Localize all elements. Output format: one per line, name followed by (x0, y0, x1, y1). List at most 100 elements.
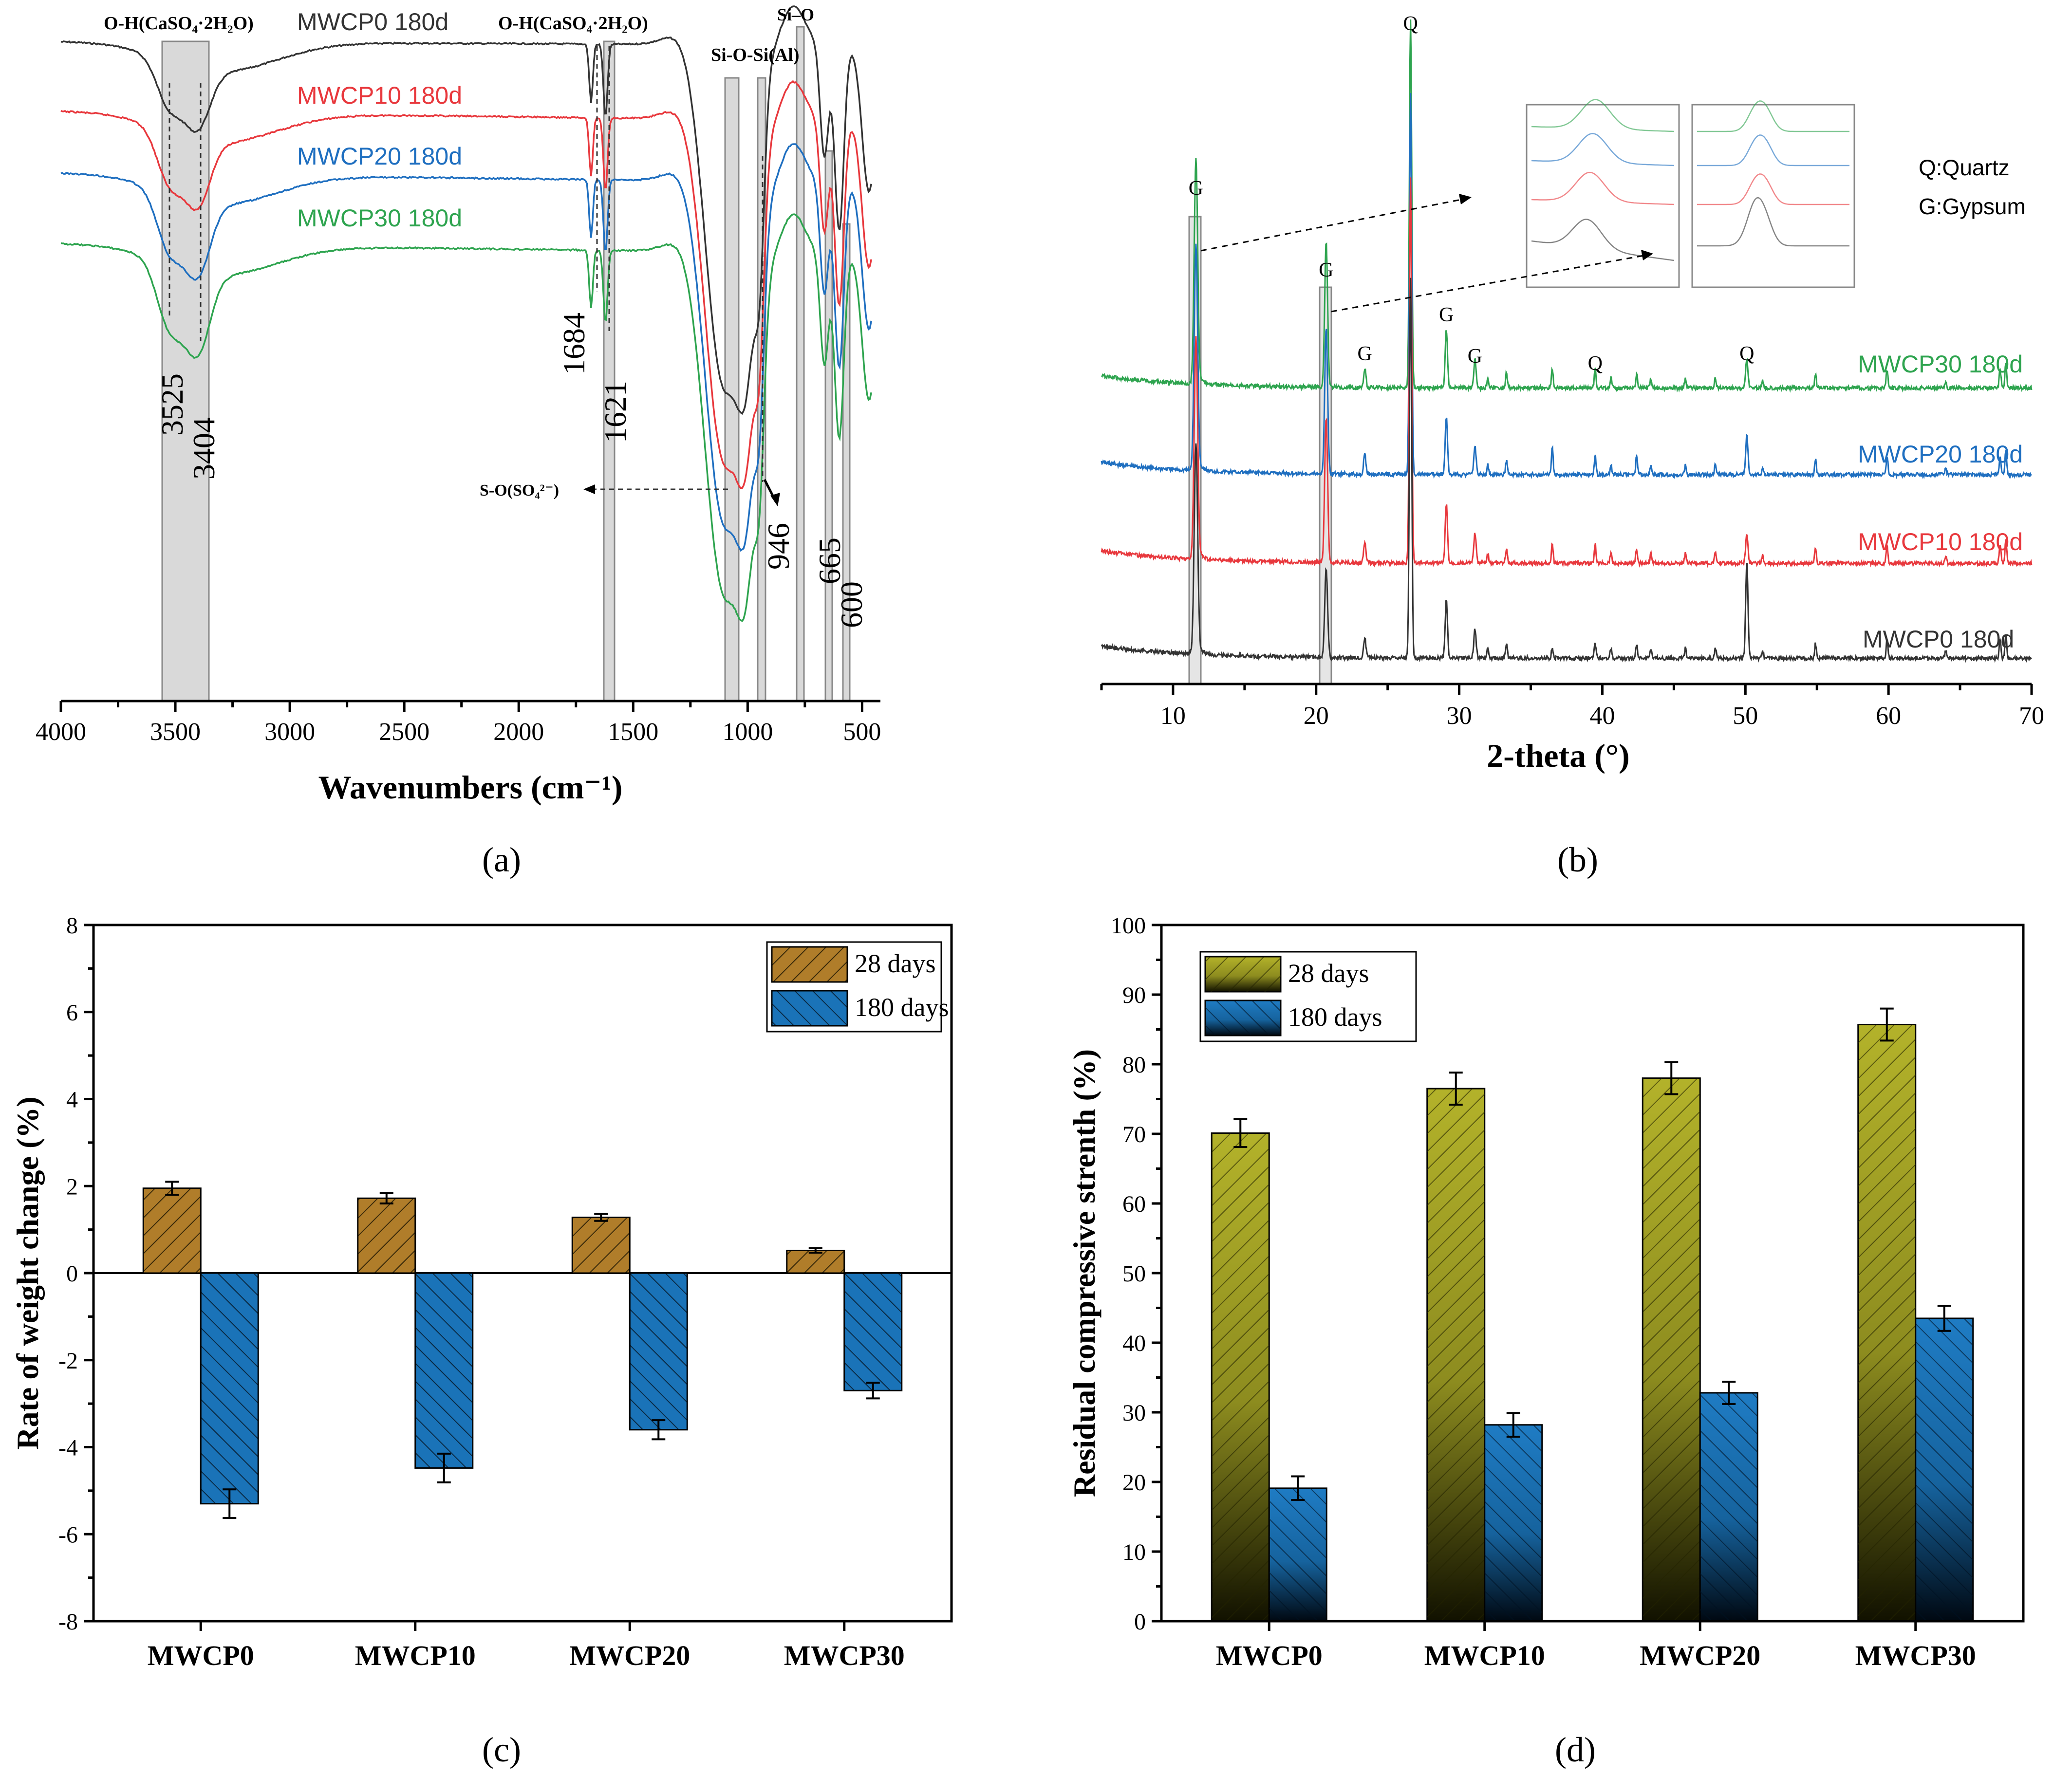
strength-y-tick-label: 70 (1122, 1122, 1146, 1147)
strength-y-tick-label: 60 (1122, 1191, 1146, 1217)
strength-bar-hatch (1269, 1488, 1327, 1621)
band-label-oh2: O-H(CaSO₄·2H₂O) (498, 13, 648, 34)
xrd-series-3 (1101, 278, 2032, 663)
xrd-tick-label: 30 (1447, 702, 1472, 730)
ftir-tick-label: 3500 (150, 718, 201, 746)
peak-600: 600 (834, 581, 869, 628)
xrd-legend-gypsum: G:Gypsum (1919, 194, 2026, 219)
ftir-series-3 (60, 213, 872, 622)
arrow-946-head (770, 493, 780, 506)
weight-legend-swatch-28 (771, 946, 848, 983)
inset-trace (1697, 173, 1849, 205)
weight-category-label: MWCP20 (569, 1640, 690, 1671)
xrd-tick-label: 50 (1733, 702, 1758, 730)
xrd-arrow-2-head (1641, 250, 1653, 260)
strength-legend-28: 28 days (1288, 959, 1369, 988)
xrd-inset-1 (1526, 104, 1680, 288)
weight-legend-180: 180 days (855, 993, 949, 1022)
ftir-label-mwcp30: MWCP30 180d (297, 204, 462, 232)
strength-y-tick-label: 30 (1122, 1400, 1146, 1426)
strength-category-label: MWCP10 (1424, 1640, 1545, 1671)
weight-y-tick-label: 2 (66, 1174, 78, 1200)
xrd-peak-label: Q (1588, 352, 1603, 375)
weight-legend-swatch-180 (771, 990, 848, 1027)
inset-trace (1531, 171, 1675, 205)
peak-3525: 3525 (155, 373, 189, 436)
xrd-peak-label: G (1439, 304, 1454, 326)
inset-trace (1531, 133, 1675, 166)
peak-665: 665 (812, 537, 847, 584)
strength-y-tick-label: 90 (1122, 982, 1146, 1008)
xrd-legend-quartz: Q:Quartz (1919, 155, 2010, 180)
xrd-x-label: 2-theta (°) (1487, 737, 1629, 774)
ftir-panel: 4000 3500 3000 2500 2000 1500 1000 500 O-H(CaSO… (36, 5, 881, 879)
ftir-series-2 (60, 143, 872, 552)
strength-y-label: Residual compressive strenth (%) (1067, 1049, 1101, 1497)
strength-legend-swatch-28-hatch (1205, 957, 1281, 992)
weight-y-tick-label: -6 (58, 1522, 78, 1548)
weight-bar-180d (200, 1272, 259, 1505)
xrd-peak-label: G (1189, 177, 1203, 200)
xrd-series-2 (1101, 177, 2033, 568)
xrd-tick-label: 40 (1589, 702, 1615, 730)
peak-1621: 1621 (598, 381, 633, 443)
inset-trace (1697, 100, 1849, 132)
weight-bar-180d (843, 1272, 903, 1391)
weight-legend-28: 28 days (855, 949, 935, 978)
weight-category-label: MWCP0 (148, 1640, 254, 1671)
strength-y-tick-label: 50 (1122, 1261, 1146, 1287)
peak-3404: 3404 (187, 417, 221, 480)
band-665 (824, 150, 833, 702)
band-label-oh1: O-H(CaSO₄·2H₂O) (104, 13, 254, 34)
ftir-tick-label: 500 (843, 718, 881, 746)
xrd-series-0 (1101, 19, 2033, 393)
strength-bar-hatch (1427, 1089, 1485, 1621)
strength-category-label: MWCP20 (1640, 1640, 1760, 1671)
weight-y-label: Rate of weight change (%) (10, 1096, 45, 1449)
weight-category-label: MWCP10 (355, 1640, 476, 1671)
xrd-label-mwcp10: MWCP10 180d (1858, 528, 2023, 555)
panel-label-b: (b) (1557, 840, 1598, 879)
xrd-arrow-1-head (1459, 194, 1472, 204)
strength-category-label: MWCP0 (1216, 1640, 1323, 1671)
weight-y-tick-label: 8 (66, 913, 78, 939)
band-label-si-o: Si–O (777, 5, 814, 24)
ftir-series-0 (60, 5, 872, 415)
weight-change-panel: 8 6 4 2 0 -2 -4 -6 -8 MWCP0 MWCP10 MWCP20 MWCP30 28 … (10, 913, 953, 1769)
xrd-peak-label: Q (1739, 343, 1754, 365)
ftir-series-1 (60, 80, 872, 489)
weight-y-tick-label: 4 (66, 1087, 78, 1113)
strength-y-tick-label: 0 (1134, 1609, 1146, 1635)
ftir-tick-label: 1000 (722, 718, 773, 746)
ftir-label-mwcp20: MWCP20 180d (297, 143, 462, 170)
xrd-label-mwcp20: MWCP20 180d (1858, 441, 2023, 468)
weight-bar-28d (571, 1217, 631, 1274)
xrd-inset-traces (1531, 99, 1849, 261)
weight-bar-28d (357, 1197, 416, 1274)
ftir-label-mwcp0: MWCP0 180d (297, 8, 448, 36)
strength-y-tick-label: 100 (1111, 913, 1146, 939)
peak-946: 946 (761, 523, 796, 570)
strength-legend-180: 180 days (1288, 1002, 1382, 1032)
xrd-patterns (1101, 19, 2033, 663)
peak-1684: 1684 (557, 313, 591, 375)
xrd-peak-label: G (1319, 259, 1333, 281)
strength-bar-hatch (1858, 1024, 1916, 1621)
band-oh-3500 (161, 40, 210, 702)
inset-trace (1697, 134, 1849, 166)
band-label-so4: S-O(SO₄²⁻) (480, 481, 559, 500)
weight-y-tick-label: 0 (66, 1261, 78, 1287)
strength-y-tick-label: 40 (1122, 1331, 1146, 1356)
xrd-x-ticks: 10 20 30 40 50 60 70 (1100, 684, 2044, 730)
weight-y-tick-label: 6 (66, 1000, 78, 1026)
strength-legend-swatch-180-hatch (1205, 1000, 1281, 1036)
ftir-tick-label: 2500 (379, 718, 429, 746)
weight-y-tick-label: -2 (58, 1348, 78, 1374)
xrd-arrow-1 (1200, 199, 1461, 252)
strength-bar-hatch (1700, 1392, 1758, 1621)
